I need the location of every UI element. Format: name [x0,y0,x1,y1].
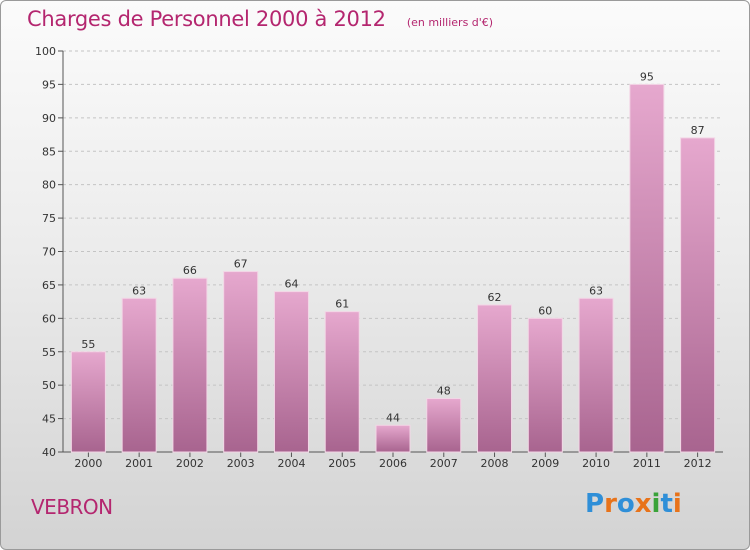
data-label-2004: 64 [284,278,298,291]
bar-2004 [273,291,309,453]
logo-letter: x [634,489,652,519]
data-label-2010: 63 [589,284,603,297]
proxiti-logo[interactable]: Proxiti [585,489,682,519]
bar-2003 [223,271,259,453]
logo-letter: P [585,489,605,519]
bar-2011 [629,83,665,453]
logo-letter: t [660,489,673,519]
y-tick-label: 100 [35,45,56,58]
data-label-2006: 44 [386,411,400,424]
bar-2009 [527,317,563,453]
y-tick-label: 40 [42,446,56,459]
logo-letter: i [672,489,682,519]
data-label-2005: 61 [335,298,349,311]
y-tick-label: 95 [42,78,56,91]
y-tick-label: 50 [42,379,56,392]
bar-2001 [121,297,157,453]
bar-2007 [426,398,462,453]
data-label-2007: 48 [437,385,451,398]
x-tick-label-2006: 2006 [379,457,407,470]
place-label: VEBRON [31,495,113,519]
title-row: Charges de Personnel 2000 à 2012 (en mil… [27,7,493,31]
chart-title: Charges de Personnel 2000 à 2012 [27,7,386,31]
bar-2000 [70,351,106,453]
bar-2006 [375,424,411,453]
bar-2008 [477,304,513,453]
x-tick-label-2001: 2001 [125,457,153,470]
data-labels: 55 63 66 67 64 61 44 48 62 60 63 95 87 [81,70,704,424]
data-label-2011: 95 [640,70,654,83]
data-label-2008: 62 [488,291,502,304]
y-tick-label: 80 [42,179,56,192]
x-tick-label-2000: 2000 [74,457,102,470]
x-tick-label-2002: 2002 [176,457,204,470]
data-label-2001: 63 [132,284,146,297]
x-tick-label-2012: 2012 [684,457,712,470]
x-tick-label-2009: 2009 [531,457,559,470]
bars [70,83,716,453]
bar-2002 [172,277,208,453]
bar-2005 [324,311,360,453]
y-tick-label: 55 [42,346,56,359]
y-tick-label: 85 [42,145,56,158]
x-tick-label-2003: 2003 [227,457,255,470]
grid-lines [63,50,723,453]
y-tick-label: 75 [42,212,56,225]
y-tick-label: 60 [42,312,56,325]
bar-2012 [680,137,716,453]
x-tick-label-2011: 2011 [633,457,661,470]
bar-2010 [578,297,614,453]
data-label-2002: 66 [183,264,197,277]
logo-letter: i [651,489,661,519]
x-tick-label-2010: 2010 [582,457,610,470]
y-tick-label: 65 [42,279,56,292]
y-tick-label: 70 [42,246,56,259]
logo-letter: r [604,489,617,519]
data-label-2012: 87 [691,124,705,137]
logo-letter: o [616,489,635,519]
data-label-2003: 67 [234,258,248,271]
y-tick-label: 90 [42,112,56,125]
x-tick-label-2008: 2008 [481,457,509,470]
y-tick-label: 45 [42,413,56,426]
x-tick-label-2004: 2004 [277,457,305,470]
chart-subtitle: (en milliers d'€) [406,16,494,29]
x-tick-label-2007: 2007 [430,457,458,470]
x-tick-label-2005: 2005 [328,457,356,470]
data-label-2009: 60 [538,304,552,317]
data-label-2000: 55 [81,338,95,351]
